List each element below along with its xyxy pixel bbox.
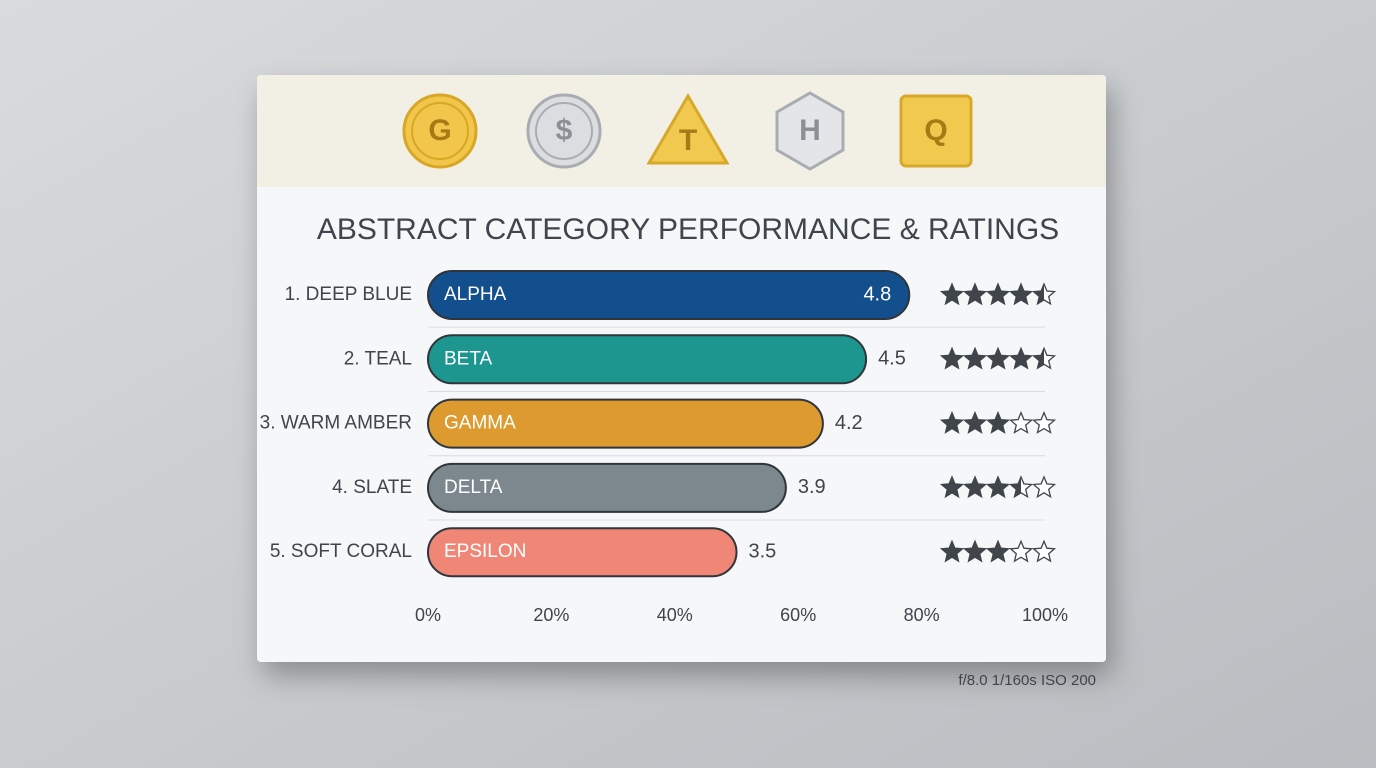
bar <box>427 334 868 385</box>
icon-coin <box>526 93 602 169</box>
star-rating <box>939 410 1057 434</box>
icons: G $ T H Q <box>402 91 973 171</box>
x-tick-label: 20% <box>533 605 569 625</box>
bar-label: GAMMA <box>444 413 516 434</box>
category-label: 5. SOFT CORAL <box>270 541 412 562</box>
score-label: 4.2 <box>835 412 863 434</box>
star <box>962 282 988 306</box>
star-rating <box>939 475 1057 499</box>
star <box>985 475 1011 499</box>
category-label: 3. WARM AMBER <box>260 413 412 434</box>
icon-triangle <box>646 93 730 165</box>
icon-square <box>899 94 973 168</box>
icon-coin <box>402 93 478 169</box>
star <box>985 539 1011 563</box>
star <box>962 539 988 563</box>
icon-letter: T <box>679 124 697 157</box>
x-tick-label: 60% <box>780 605 816 625</box>
star <box>1031 410 1057 434</box>
category-label: 4. SLATE <box>332 477 412 498</box>
star-rating <box>939 282 1057 306</box>
star <box>1031 282 1057 306</box>
chart-title: ABSTRACT CATEGORY PERFORMANCE & RATINGS <box>317 213 1059 246</box>
star <box>939 475 965 499</box>
x-tick-label: 80% <box>904 605 940 625</box>
star <box>1031 346 1057 370</box>
x-tick-label: 0% <box>415 605 441 625</box>
bar-label: BETA <box>444 348 493 369</box>
star <box>939 539 965 563</box>
bar <box>427 398 824 449</box>
caption: f/8.0 1/160s ISO 200 <box>958 672 1096 689</box>
star <box>939 282 965 306</box>
category-label: 1. DEEP BLUE <box>285 284 412 305</box>
bar-label: DELTA <box>444 477 503 498</box>
star <box>1008 282 1034 306</box>
bar <box>427 462 787 513</box>
star <box>962 410 988 434</box>
star <box>1008 539 1034 563</box>
bar <box>427 527 738 578</box>
bar-label: ALPHA <box>444 284 507 305</box>
x-tick-label: 40% <box>657 605 693 625</box>
icon-letter: Q <box>924 114 947 147</box>
icon-ring <box>411 102 469 160</box>
star <box>1031 539 1057 563</box>
bar <box>427 270 911 320</box>
x-tick-label: 100% <box>1022 605 1068 625</box>
star <box>962 475 988 499</box>
star-rating <box>939 539 1057 563</box>
score-label: 3.9 <box>798 476 826 498</box>
star <box>1008 410 1034 434</box>
star <box>985 282 1011 306</box>
category-label: 2. TEAL <box>344 348 412 369</box>
icon-hexagon <box>775 91 845 171</box>
star <box>939 346 965 370</box>
star <box>1008 346 1034 370</box>
icon-letter: $ <box>556 114 573 147</box>
icon-ring <box>535 102 593 160</box>
star <box>962 346 988 370</box>
star <box>1008 475 1034 499</box>
score-label: 4.8 <box>863 283 891 305</box>
bar-label: EPSILON <box>444 541 526 562</box>
star <box>985 410 1011 434</box>
score-label: 3.5 <box>749 540 777 562</box>
star <box>985 346 1011 370</box>
score-label: 4.5 <box>878 348 906 370</box>
star-rating <box>939 346 1057 370</box>
star <box>1031 475 1057 499</box>
star <box>939 410 965 434</box>
icon-letter: H <box>799 114 821 147</box>
icon-letter: G <box>428 114 451 147</box>
